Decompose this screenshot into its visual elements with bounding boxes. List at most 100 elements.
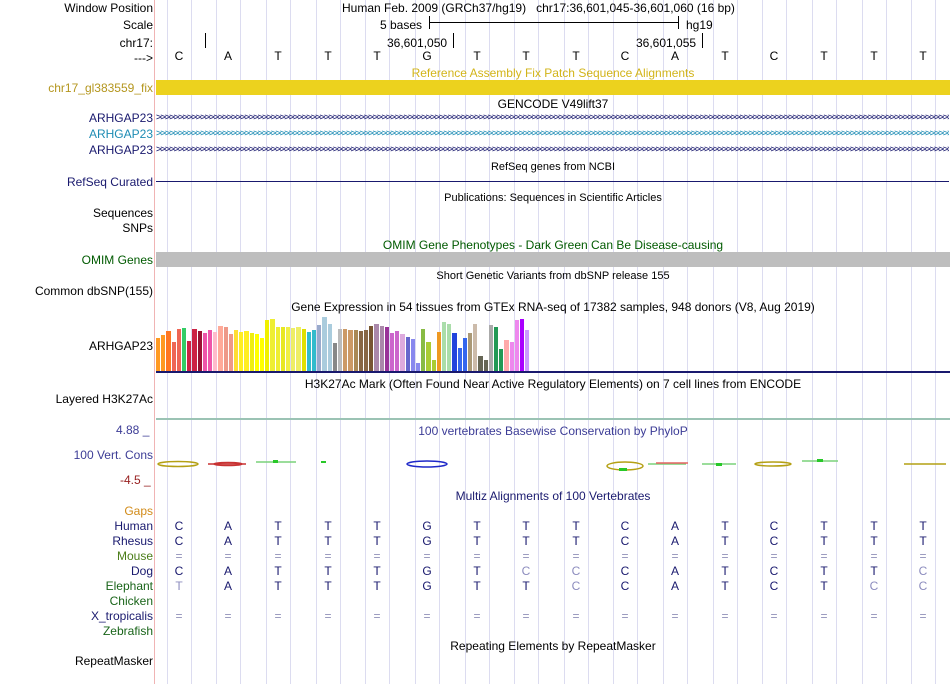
gtex-tissue-bar[interactable] <box>327 324 332 372</box>
gtex-tissue-bar[interactable] <box>426 342 431 372</box>
gtex-tissue-bar[interactable] <box>462 338 467 372</box>
gtex-tissue-bar[interactable] <box>280 327 285 372</box>
gtex-tissue-bar[interactable] <box>265 320 270 372</box>
gtex-tissue-bar[interactable] <box>395 331 400 372</box>
gtex-tissue-bar[interactable] <box>208 330 213 372</box>
gtex-tissue-bar[interactable] <box>306 332 311 372</box>
gtex-tissue-bar[interactable] <box>213 332 218 372</box>
gencode-item-3[interactable]: ARHGAP23 <box>88 143 153 157</box>
gtex-tissue-bar[interactable] <box>317 325 322 372</box>
gtex-tissue-bar[interactable] <box>218 326 223 372</box>
multiz-species-label[interactable]: Dog <box>130 564 153 578</box>
gtex-tissue-bar[interactable] <box>494 327 499 372</box>
omim-gene-bar[interactable] <box>156 252 950 267</box>
multiz-species-label[interactable]: Human <box>114 519 153 533</box>
gtex-tissue-bar[interactable] <box>343 329 348 372</box>
gtex-tissue-bar[interactable] <box>369 326 374 372</box>
gtex-tissue-bar[interactable] <box>452 333 457 372</box>
gtex-tissue-bar[interactable] <box>176 329 181 372</box>
omim-label[interactable]: OMIM Genes <box>81 253 153 267</box>
pubs-label-snps[interactable]: SNPs <box>122 221 153 235</box>
gtex-tissue-bar[interactable] <box>161 335 166 372</box>
gtex-tissue-bar[interactable] <box>483 360 488 372</box>
gtex-tissue-bar[interactable] <box>286 327 291 372</box>
gtex-tissue-bar[interactable] <box>332 343 337 372</box>
multiz-species-label[interactable]: Mouse <box>116 549 153 563</box>
gtex-tissue-bar[interactable] <box>270 319 275 372</box>
gtex-tissue-bar[interactable] <box>182 328 187 372</box>
refseq-label[interactable]: RefSeq Curated <box>66 175 153 189</box>
gtex-tissue-bar[interactable] <box>421 329 426 372</box>
gtex-tissue-bar[interactable] <box>457 348 462 372</box>
gtex-label[interactable]: ARHGAP23 <box>88 339 153 353</box>
gtex-tissue-bar[interactable] <box>390 333 395 372</box>
pubs-label-sequences[interactable]: Sequences <box>92 206 153 220</box>
fix-patch-label[interactable]: chr17_gl383559_fix <box>48 81 153 95</box>
multiz-species-label[interactable]: Rhesus <box>112 534 153 548</box>
gtex-tissue-bar[interactable] <box>156 338 161 372</box>
refseq-gene-line[interactable] <box>156 181 949 182</box>
gtex-tissue-bar[interactable] <box>187 341 192 372</box>
gtex-tissue-bar[interactable] <box>223 327 228 372</box>
multiz-species-label[interactable]: X_tropicalis <box>90 609 153 623</box>
gtex-tissue-bar[interactable] <box>338 329 343 372</box>
gtex-tissue-bar[interactable] <box>249 333 254 372</box>
gtex-tissue-bar[interactable] <box>525 330 530 372</box>
gencode-item-1[interactable]: ARHGAP23 <box>88 111 153 125</box>
gtex-tissue-bar[interactable] <box>166 331 171 372</box>
gtex-tissue-bar[interactable] <box>442 322 447 372</box>
gtex-tissue-bar[interactable] <box>296 327 301 372</box>
gtex-tissue-bar[interactable] <box>416 363 421 372</box>
gtex-tissue-bar[interactable] <box>509 342 514 372</box>
gencode-transcript-2[interactable]: >>>>>>>>>>>>>>>>>>>>>>>>>>>>>>>>>>>>>>>>… <box>156 128 949 139</box>
multiz-species-label[interactable]: Gaps <box>124 504 153 518</box>
gtex-tissue-bar[interactable] <box>197 331 202 372</box>
gtex-tissue-bar[interactable] <box>478 356 483 372</box>
gtex-tissue-bar[interactable] <box>301 329 306 372</box>
gtex-tissue-bar[interactable] <box>520 319 525 372</box>
phylop-label[interactable]: 100 Vert. Cons <box>73 448 153 462</box>
multiz-species-label[interactable]: Elephant <box>105 579 153 593</box>
gtex-tissue-bar[interactable] <box>348 330 353 372</box>
gtex-tissue-bar[interactable] <box>202 333 207 372</box>
gtex-tissue-bar[interactable] <box>436 332 441 372</box>
gtex-tissue-bar[interactable] <box>499 349 504 372</box>
gtex-tissue-bar[interactable] <box>514 320 519 372</box>
gtex-tissue-bar[interactable] <box>379 326 384 372</box>
gtex-tissue-bar[interactable] <box>358 331 363 372</box>
repeatmasker-label[interactable]: RepeatMasker <box>74 654 153 668</box>
gtex-bar-chart[interactable] <box>156 315 536 372</box>
gtex-tissue-bar[interactable] <box>468 333 473 372</box>
multiz-species-label[interactable]: Zebrafish <box>102 624 153 638</box>
gtex-tissue-bar[interactable] <box>384 327 389 372</box>
gtex-tissue-bar[interactable] <box>312 330 317 372</box>
gtex-tissue-bar[interactable] <box>431 360 436 372</box>
gtex-tissue-bar[interactable] <box>239 332 244 372</box>
gtex-tissue-bar[interactable] <box>234 330 239 372</box>
fix-patch-bar[interactable] <box>156 80 950 95</box>
gtex-tissue-bar[interactable] <box>291 328 296 372</box>
gtex-tissue-bar[interactable] <box>275 327 280 372</box>
multiz-species-label[interactable]: Chicken <box>109 594 153 608</box>
h3k27ac-label[interactable]: Layered H3K27Ac <box>55 392 153 406</box>
gtex-tissue-bar[interactable] <box>488 325 493 372</box>
gtex-tissue-bar[interactable] <box>410 339 415 372</box>
gtex-tissue-bar[interactable] <box>260 338 265 372</box>
gtex-tissue-bar[interactable] <box>244 331 249 372</box>
gencode-item-2[interactable]: ARHGAP23 <box>88 127 153 141</box>
gtex-tissue-bar[interactable] <box>447 324 452 372</box>
gtex-tissue-bar[interactable] <box>254 334 259 372</box>
gtex-tissue-bar[interactable] <box>473 324 478 372</box>
gencode-transcript-1[interactable]: >>>>>>>>>>>>>>>>>>>>>>>>>>>>>>>>>>>>>>>>… <box>156 112 949 123</box>
gtex-tissue-bar[interactable] <box>228 334 233 372</box>
gtex-tissue-bar[interactable] <box>171 342 176 372</box>
gtex-tissue-bar[interactable] <box>364 330 369 372</box>
gtex-tissue-bar[interactable] <box>374 324 379 372</box>
gtex-tissue-bar[interactable] <box>400 334 405 372</box>
gtex-tissue-bar[interactable] <box>504 340 509 372</box>
gencode-transcript-3[interactable]: >>>>>>>>>>>>>>>>>>>>>>>>>>>>>>>>>>>>>>>>… <box>156 144 949 155</box>
dbsnp-label[interactable]: Common dbSNP(155) <box>34 284 153 298</box>
gtex-tissue-bar[interactable] <box>405 337 410 372</box>
gtex-tissue-bar[interactable] <box>353 330 358 372</box>
gtex-tissue-bar[interactable] <box>322 317 327 372</box>
